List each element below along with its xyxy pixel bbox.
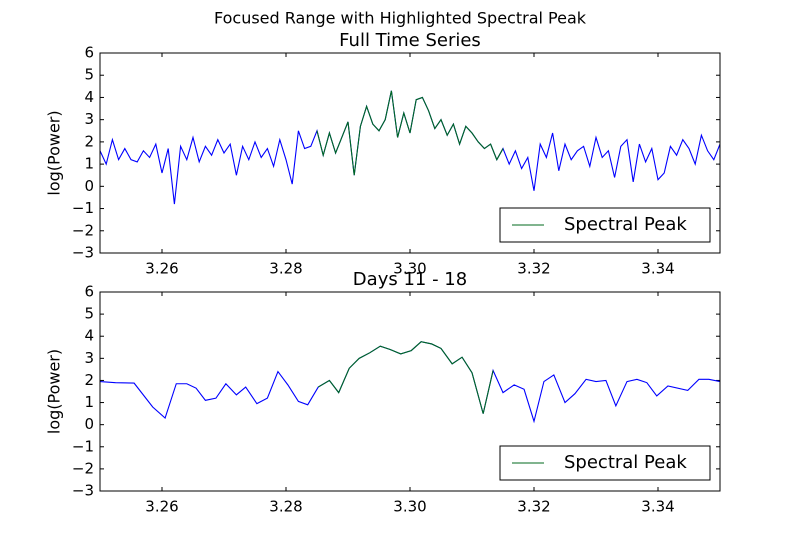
- x-tick-label: 3.32: [517, 260, 550, 278]
- series-line: [316, 90, 504, 176]
- x-tick-label: 3.30: [393, 498, 426, 516]
- series-line: [99, 90, 721, 205]
- y-axis-label: log(Power): [45, 110, 64, 195]
- y-tick-label: −1: [72, 437, 94, 455]
- y-tick-label: −2: [72, 221, 94, 239]
- y-tick-label: 3: [84, 349, 94, 367]
- y-tick-label: 3: [84, 110, 94, 128]
- y-tick-label: −3: [72, 482, 94, 500]
- y-tick-label: 4: [84, 327, 94, 345]
- axes-frame: [99, 291, 721, 492]
- x-tick-label: 3.32: [517, 498, 550, 516]
- y-tick-label: 5: [84, 305, 94, 323]
- x-tick-label: 3.28: [269, 260, 302, 278]
- figure-title: Focused Range with Highlighted Spectral …: [214, 9, 587, 28]
- series-line: [317, 341, 494, 414]
- series-line: [99, 341, 721, 424]
- y-tick-label: −3: [72, 244, 94, 262]
- y-tick-label: 6: [84, 283, 94, 301]
- axes-title: Full Time Series: [339, 30, 481, 51]
- axes-title: Days 11 - 18: [353, 269, 467, 290]
- y-tick-label: −1: [72, 199, 94, 217]
- x-tick-label: 3.28: [269, 498, 302, 516]
- legend-label: Spectral Peak: [564, 452, 687, 473]
- x-tick-label: 3.34: [641, 498, 674, 516]
- y-tick-label: 1: [84, 393, 94, 411]
- y-axis-label: log(Power): [45, 349, 64, 434]
- axes-frame: [99, 52, 721, 254]
- y-tick-label: 2: [84, 132, 94, 150]
- x-tick-label: 3.30: [393, 260, 426, 278]
- y-tick-label: 2: [84, 371, 94, 389]
- y-tick-label: 0: [84, 415, 94, 433]
- y-tick-label: 0: [84, 177, 94, 195]
- y-tick-label: 4: [84, 88, 94, 106]
- y-tick-label: 1: [84, 155, 94, 173]
- y-tick-label: −2: [72, 459, 94, 477]
- y-tick-label: 6: [84, 44, 94, 62]
- x-tick-label: 3.34: [641, 260, 674, 278]
- x-tick-label: 3.26: [145, 260, 178, 278]
- y-tick-label: 5: [84, 66, 94, 84]
- x-tick-label: 3.26: [145, 498, 178, 516]
- legend-label: Spectral Peak: [564, 214, 687, 235]
